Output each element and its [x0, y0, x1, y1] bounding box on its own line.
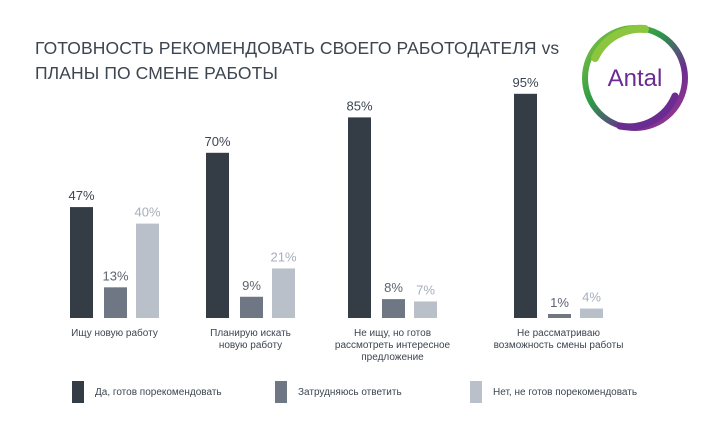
legend-label-no: Нет, не готов порекомендовать — [493, 386, 638, 398]
legend-swatch-no — [470, 381, 482, 403]
bar-2-1 — [104, 287, 127, 318]
category-label-3: Не ищу, но готов рассмотреть интересное пр… — [335, 328, 451, 363]
legend-swatch-unsure — [275, 381, 287, 403]
bar-label-2-3: 8% — [384, 280, 403, 295]
bar-label-2-4: 1% — [550, 295, 569, 310]
legend-item-unsure: Затрудняюсь ответить — [275, 381, 402, 403]
bar-3-4 — [580, 308, 603, 318]
bar-label-1-2: 70% — [204, 134, 230, 149]
category-label-4: Не рассматриваю возможность смены работы — [494, 328, 624, 351]
legend-label-unsure: Затрудняюсь ответить — [298, 386, 402, 398]
bar-1-1 — [70, 207, 93, 318]
bar-3-1 — [136, 223, 159, 318]
bar-label-3-3: 7% — [416, 282, 435, 297]
bar-2-3 — [382, 299, 405, 318]
bar-1-3 — [348, 117, 371, 319]
category-label-2: Планирую искать новую работу — [210, 328, 291, 351]
legend-label-yes: Да, готов порекомендовать — [95, 386, 222, 398]
bar-1-4 — [514, 93, 537, 318]
antal-logo: Antal — [582, 24, 688, 131]
bar-label-1-1: 47% — [68, 188, 94, 203]
bar-label-2-2: 9% — [242, 278, 261, 293]
legend-swatch-yes — [72, 381, 84, 403]
bar-2-4 — [548, 314, 571, 318]
bar-1-2 — [206, 152, 229, 318]
legend-item-yes: Да, готов порекомендовать — [72, 381, 222, 403]
logo-wordmark: Antal — [608, 65, 663, 92]
chart-title: ГОТОВНОСТЬ РЕКОМЕНДОВАТЬ СВОЕГО РАБОТОДА… — [35, 36, 595, 86]
chart-title-line-1: ГОТОВНОСТЬ РЕКОМЕНДОВАТЬ СВОЕГО РАБОТОДА… — [35, 38, 560, 58]
legend: Да, готов порекомендовать Затрудняюсь от… — [0, 381, 719, 403]
category-label-1: Ищу новую работу — [71, 327, 158, 339]
chart-title-line-2: ПЛАНЫ ПО СМЕНЕ РАБОТЫ — [35, 63, 278, 83]
bar-3-3 — [414, 301, 437, 318]
bar-label-1-3: 85% — [346, 98, 372, 113]
legend-item-no: Нет, не готов порекомендовать — [470, 381, 637, 403]
bar-label-3-2: 21% — [270, 249, 296, 264]
bar-3-2 — [272, 268, 295, 318]
bar-2-2 — [240, 296, 263, 318]
bar-label-3-4: 4% — [582, 290, 601, 305]
bar-label-3-1: 40% — [134, 205, 160, 220]
bar-label-2-1: 13% — [102, 268, 128, 283]
